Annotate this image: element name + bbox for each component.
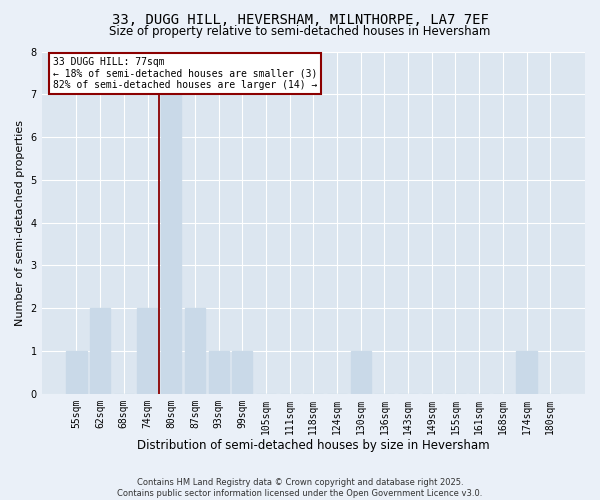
Y-axis label: Number of semi-detached properties: Number of semi-detached properties [15,120,25,326]
Bar [90,308,110,394]
Text: Size of property relative to semi-detached houses in Heversham: Size of property relative to semi-detach… [109,25,491,38]
Text: Contains HM Land Registry data © Crown copyright and database right 2025.
Contai: Contains HM Land Registry data © Crown c… [118,478,482,498]
Bar [209,351,229,394]
Bar [232,351,253,394]
Text: 33 DUGG HILL: 77sqm
← 18% of semi-detached houses are smaller (3)
82% of semi-de: 33 DUGG HILL: 77sqm ← 18% of semi-detach… [53,56,317,90]
Bar [137,308,158,394]
X-axis label: Distribution of semi-detached houses by size in Heversham: Distribution of semi-detached houses by … [137,440,490,452]
Bar [517,351,536,394]
Bar [67,351,86,394]
Bar [185,308,205,394]
Bar [350,351,371,394]
Text: 33, DUGG HILL, HEVERSHAM, MILNTHORPE, LA7 7EF: 33, DUGG HILL, HEVERSHAM, MILNTHORPE, LA… [112,12,488,26]
Bar [161,94,181,394]
